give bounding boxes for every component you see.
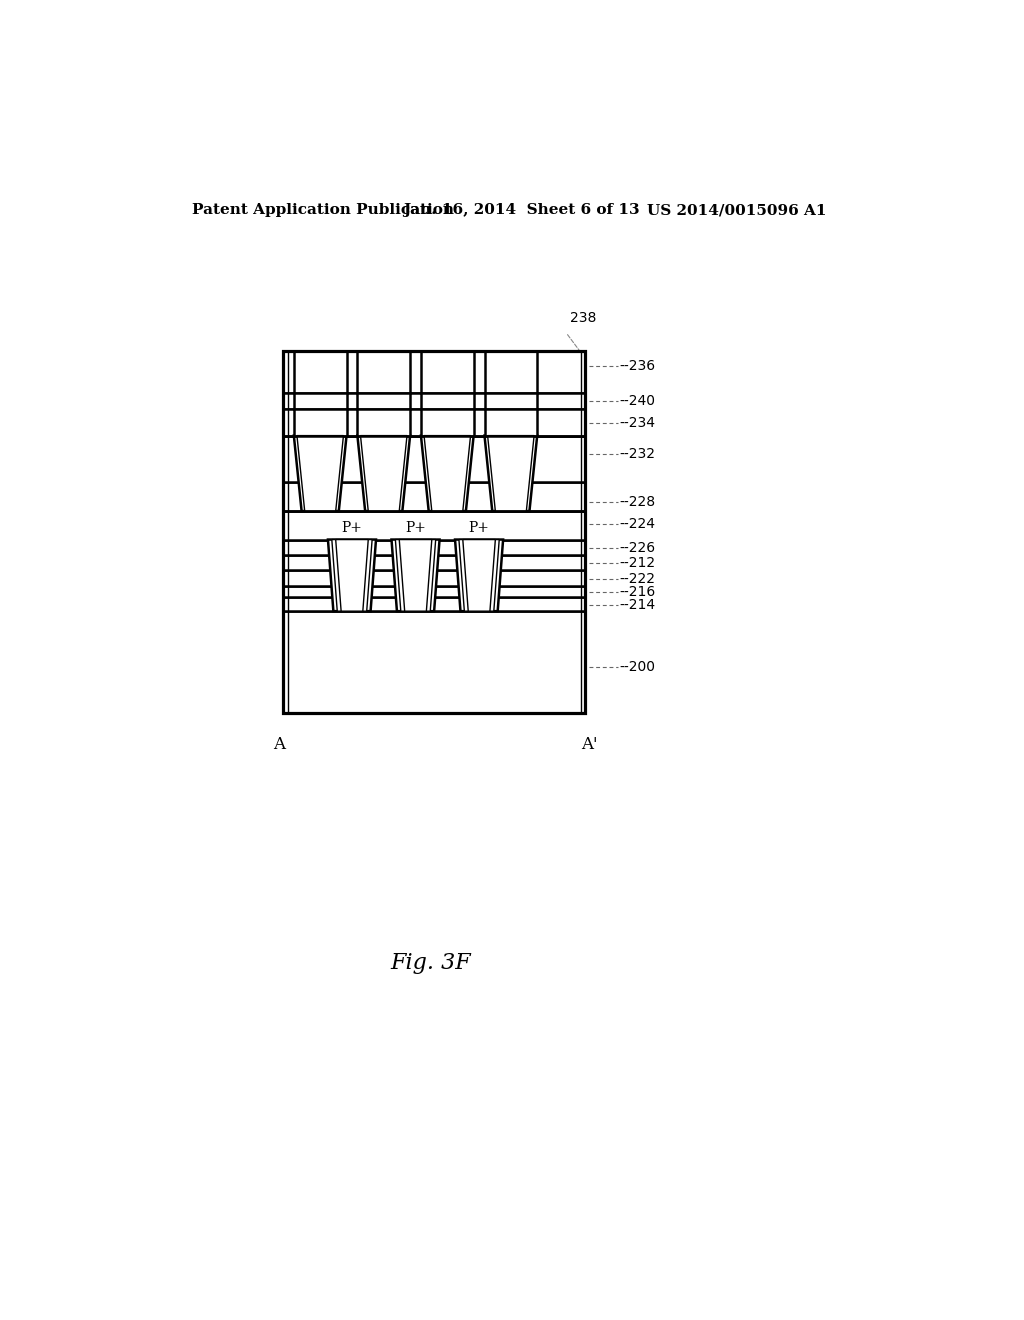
Text: Jan. 16, 2014  Sheet 6 of 13: Jan. 16, 2014 Sheet 6 of 13 bbox=[403, 203, 640, 216]
Bar bbox=[357, 393, 410, 409]
Bar bbox=[283, 436, 586, 482]
Text: A: A bbox=[273, 737, 285, 752]
Bar bbox=[283, 511, 586, 540]
Bar bbox=[283, 586, 586, 598]
Text: P+: P+ bbox=[406, 520, 426, 535]
Bar bbox=[294, 409, 346, 436]
Bar bbox=[283, 570, 586, 586]
Bar bbox=[484, 393, 538, 409]
Text: P+: P+ bbox=[342, 520, 362, 535]
Text: --236: --236 bbox=[620, 359, 655, 372]
Bar bbox=[421, 393, 474, 409]
Text: --224: --224 bbox=[620, 517, 655, 531]
Polygon shape bbox=[421, 436, 474, 511]
Polygon shape bbox=[328, 540, 376, 611]
Text: --200: --200 bbox=[620, 660, 655, 675]
Bar bbox=[484, 351, 538, 393]
Polygon shape bbox=[395, 540, 435, 611]
Text: US 2014/0015096 A1: US 2014/0015096 A1 bbox=[647, 203, 826, 216]
Polygon shape bbox=[459, 540, 500, 611]
Bar bbox=[283, 393, 586, 409]
Text: --232: --232 bbox=[620, 447, 655, 461]
Bar bbox=[484, 409, 538, 436]
Polygon shape bbox=[336, 540, 369, 611]
Text: --216: --216 bbox=[620, 585, 655, 599]
Polygon shape bbox=[357, 436, 410, 511]
Polygon shape bbox=[297, 436, 343, 511]
Text: P+: P+ bbox=[469, 520, 489, 535]
Text: --240: --240 bbox=[620, 393, 655, 408]
Polygon shape bbox=[391, 540, 439, 611]
Bar bbox=[283, 540, 586, 554]
Text: Patent Application Publication: Patent Application Publication bbox=[191, 203, 454, 216]
Polygon shape bbox=[487, 436, 535, 511]
Text: --228: --228 bbox=[620, 495, 655, 510]
Text: Fig. 3F: Fig. 3F bbox=[390, 952, 471, 974]
Polygon shape bbox=[484, 436, 538, 511]
Bar bbox=[357, 351, 410, 393]
Bar bbox=[294, 351, 346, 393]
Polygon shape bbox=[360, 436, 407, 511]
Polygon shape bbox=[294, 436, 346, 511]
Text: --212: --212 bbox=[620, 557, 655, 570]
Bar bbox=[357, 409, 410, 436]
Bar bbox=[283, 554, 586, 570]
Polygon shape bbox=[399, 540, 432, 611]
Text: A': A' bbox=[581, 737, 597, 752]
Polygon shape bbox=[455, 540, 503, 611]
Bar bbox=[283, 351, 586, 713]
Bar bbox=[283, 611, 586, 713]
Bar bbox=[283, 482, 586, 511]
Text: --222: --222 bbox=[620, 572, 655, 586]
Text: --234: --234 bbox=[620, 417, 655, 430]
Bar bbox=[283, 351, 586, 393]
Text: --214: --214 bbox=[620, 598, 655, 612]
Bar bbox=[283, 597, 586, 611]
Bar bbox=[283, 409, 586, 436]
Bar bbox=[294, 393, 346, 409]
Polygon shape bbox=[424, 436, 471, 511]
Text: 238: 238 bbox=[569, 312, 596, 326]
Polygon shape bbox=[463, 540, 496, 611]
Bar bbox=[421, 351, 474, 393]
Bar bbox=[421, 409, 474, 436]
Text: --226: --226 bbox=[620, 541, 655, 554]
Polygon shape bbox=[332, 540, 372, 611]
